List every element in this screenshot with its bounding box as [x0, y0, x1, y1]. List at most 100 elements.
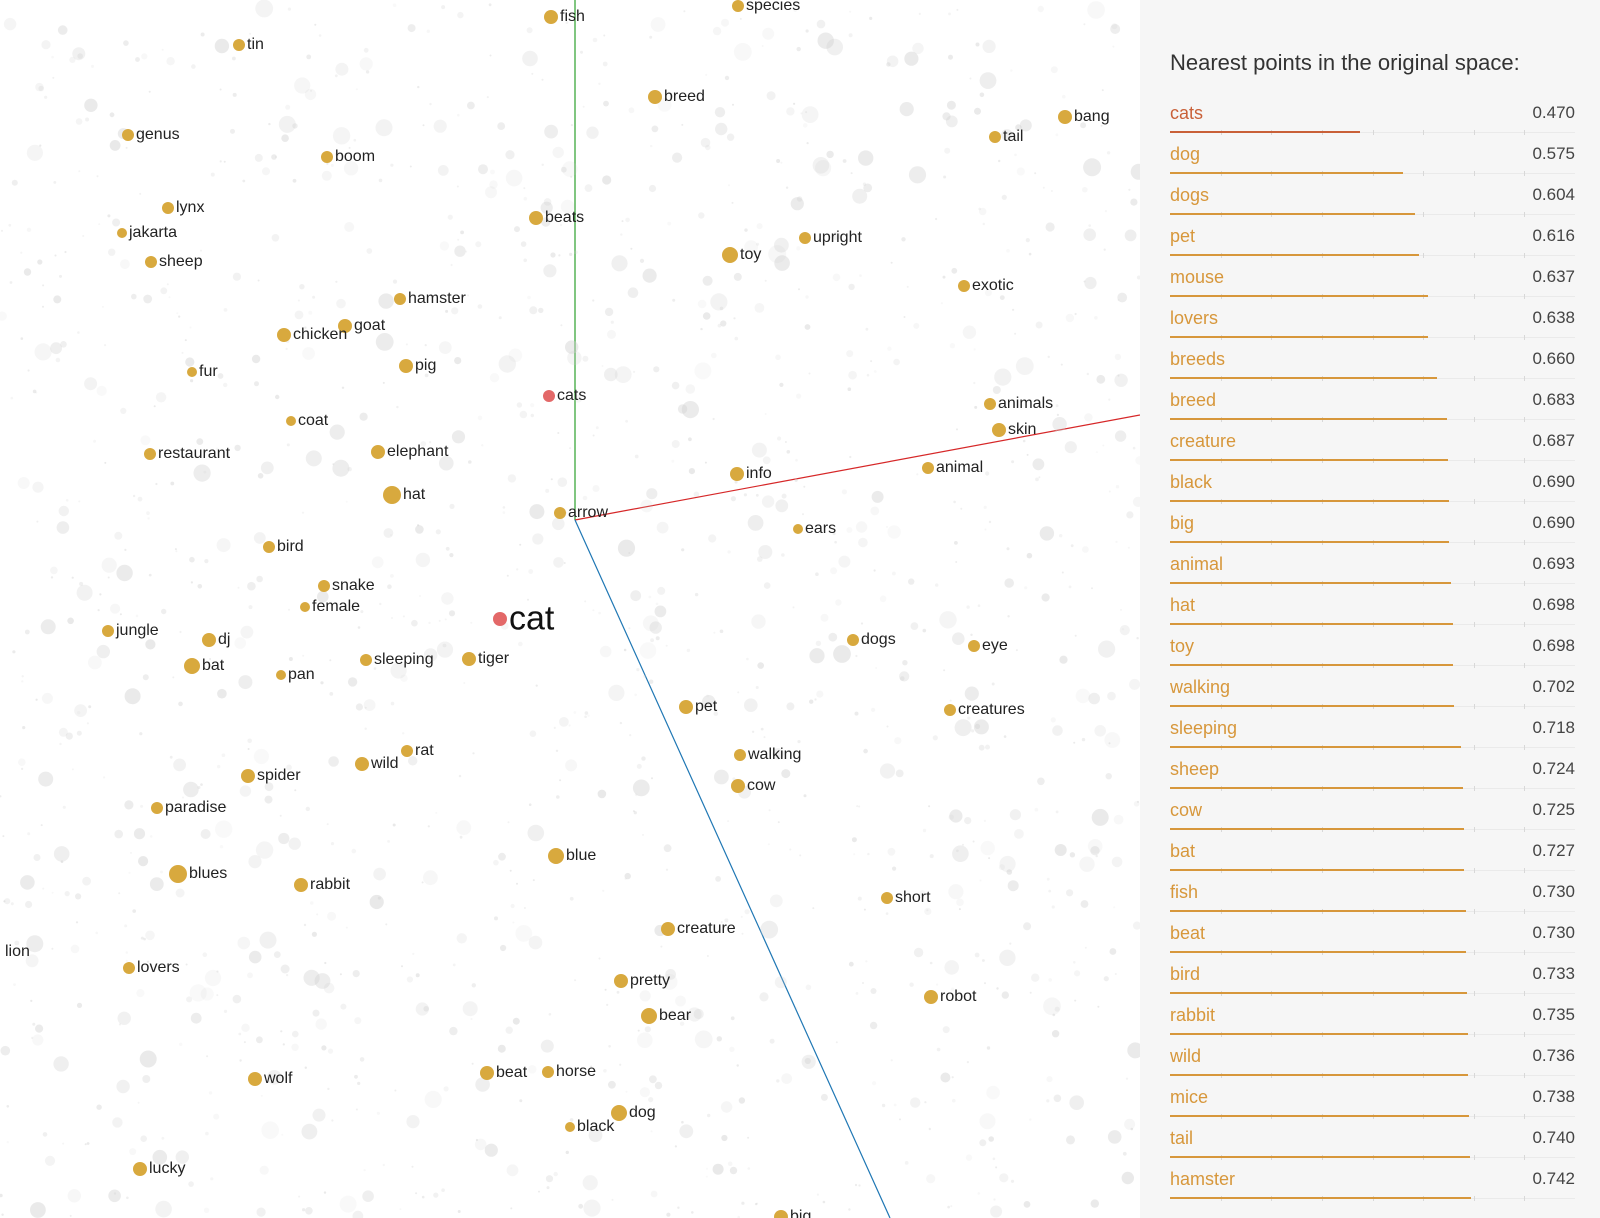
neighbor-point-wolf[interactable]	[248, 1072, 262, 1086]
neighbor-point-exotic[interactable]	[958, 280, 970, 292]
neighbor-point-lucky[interactable]	[133, 1162, 147, 1176]
nn-row[interactable]: breeds0.660	[1170, 347, 1575, 379]
neighbor-point-paradise[interactable]	[151, 802, 163, 814]
background-point	[57, 521, 70, 534]
neighbor-point-pig[interactable]	[399, 359, 413, 373]
neighbor-point-lynx[interactable]	[162, 202, 174, 214]
neighbor-point-jungle[interactable]	[102, 625, 114, 637]
neighbor-point-bat[interactable]	[184, 658, 200, 674]
nn-row[interactable]: fish0.730	[1170, 880, 1575, 912]
neighbor-point-fur[interactable]	[187, 367, 197, 377]
nn-row[interactable]: mouse0.637	[1170, 265, 1575, 297]
nn-row[interactable]: walking0.702	[1170, 675, 1575, 707]
nn-row[interactable]: bat0.727	[1170, 839, 1575, 871]
neighbor-point-dogs[interactable]	[847, 634, 859, 646]
neighbor-point-jakarta[interactable]	[117, 228, 127, 238]
neighbor-point-beat[interactable]	[480, 1066, 494, 1080]
neighbor-point-snake[interactable]	[318, 580, 330, 592]
nn-row[interactable]: wild0.736	[1170, 1044, 1575, 1076]
neighbor-point-wild[interactable]	[355, 757, 369, 771]
neighbor-point-tiger[interactable]	[462, 652, 476, 666]
nn-row[interactable]: tail0.740	[1170, 1126, 1575, 1158]
nn-row[interactable]: bird0.733	[1170, 962, 1575, 994]
nn-row[interactable]: cats0.470	[1170, 101, 1575, 133]
neighbor-point-short[interactable]	[881, 892, 893, 904]
nn-row[interactable]: animal0.693	[1170, 552, 1575, 584]
neighbor-point-bird[interactable]	[263, 541, 275, 553]
neighbor-point-breed[interactable]	[648, 90, 662, 104]
neighbor-point-female[interactable]	[300, 602, 310, 612]
background-point	[331, 1119, 333, 1121]
neighbor-point-creature[interactable]	[661, 922, 675, 936]
neighbor-point-rabbit[interactable]	[294, 878, 308, 892]
neighbor-point-hamster[interactable]	[394, 293, 406, 305]
nn-row[interactable]: beat0.730	[1170, 921, 1575, 953]
nn-row[interactable]: lovers0.638	[1170, 306, 1575, 338]
neighbor-point-robot[interactable]	[924, 990, 938, 1004]
nn-row[interactable]: dogs0.604	[1170, 183, 1575, 215]
nn-row[interactable]: toy0.698	[1170, 634, 1575, 666]
nn-row[interactable]: rabbit0.735	[1170, 1003, 1575, 1035]
neighbor-point-skin[interactable]	[992, 423, 1006, 437]
nn-row[interactable]: hamster0.742	[1170, 1167, 1575, 1199]
background-point	[583, 106, 585, 108]
nn-row[interactable]: sleeping0.718	[1170, 716, 1575, 748]
neighbor-point-goat[interactable]	[338, 319, 352, 333]
neighbor-point-coat[interactable]	[286, 416, 296, 426]
background-point	[402, 732, 404, 734]
neighbor-point-elephant[interactable]	[371, 445, 385, 459]
neighbor-point-rat[interactable]	[401, 745, 413, 757]
nn-row[interactable]: black0.690	[1170, 470, 1575, 502]
nn-row[interactable]: pet0.616	[1170, 224, 1575, 256]
neighbor-point-species[interactable]	[732, 0, 744, 12]
neighbor-point-cow[interactable]	[731, 779, 745, 793]
nn-row[interactable]: hat0.698	[1170, 593, 1575, 625]
neighbor-point-bear[interactable]	[641, 1008, 657, 1024]
neighbor-point-blues[interactable]	[169, 865, 187, 883]
nn-row[interactable]: breed0.683	[1170, 388, 1575, 420]
neighbor-point-dj[interactable]	[202, 633, 216, 647]
nn-row[interactable]: sheep0.724	[1170, 757, 1575, 789]
neighbor-point-animals[interactable]	[984, 398, 996, 410]
selected-point[interactable]	[493, 612, 507, 626]
neighbor-point-pan[interactable]	[276, 670, 286, 680]
neighbor-point-lovers[interactable]	[123, 962, 135, 974]
neighbor-point-pet[interactable]	[679, 700, 693, 714]
neighbor-point-restaurant[interactable]	[144, 448, 156, 460]
embedding-scatter-plot[interactable]: fishspeciestinbangbreedgenustailboomlynx…	[0, 0, 1140, 1218]
neighbor-point-sheep[interactable]	[145, 256, 157, 268]
neighbor-point-tail[interactable]	[989, 131, 1001, 143]
background-point	[530, 403, 534, 407]
neighbor-point-info[interactable]	[730, 467, 744, 481]
neighbor-point-bang[interactable]	[1058, 110, 1072, 124]
neighbor-point-chicken[interactable]	[277, 328, 291, 342]
neighbor-point-arrow[interactable]	[554, 507, 566, 519]
neighbor-point-tin[interactable]	[233, 39, 245, 51]
nn-row[interactable]: cow0.725	[1170, 798, 1575, 830]
neighbor-point-dog[interactable]	[611, 1105, 627, 1121]
neighbor-point-upright[interactable]	[799, 232, 811, 244]
neighbor-point-pretty[interactable]	[614, 974, 628, 988]
neighbor-point-boom[interactable]	[321, 151, 333, 163]
neighbor-point-sleeping[interactable]	[360, 654, 372, 666]
neighbor-point-horse[interactable]	[542, 1066, 554, 1078]
neighbor-point-big[interactable]	[774, 1210, 788, 1218]
nn-row[interactable]: big0.690	[1170, 511, 1575, 543]
neighbor-point-cats[interactable]	[543, 390, 555, 402]
nn-row[interactable]: mice0.738	[1170, 1085, 1575, 1117]
neighbor-point-walking[interactable]	[734, 749, 746, 761]
neighbor-point-blue[interactable]	[548, 848, 564, 864]
neighbor-point-spider[interactable]	[241, 769, 255, 783]
neighbor-point-animal[interactable]	[922, 462, 934, 474]
neighbor-point-creatures[interactable]	[944, 704, 956, 716]
neighbor-point-genus[interactable]	[122, 129, 134, 141]
neighbor-point-black[interactable]	[565, 1122, 575, 1132]
neighbor-point-toy[interactable]	[722, 247, 738, 263]
nn-row[interactable]: creature0.687	[1170, 429, 1575, 461]
neighbor-point-beats[interactable]	[529, 211, 543, 225]
neighbor-point-hat[interactable]	[383, 486, 401, 504]
neighbor-point-ears[interactable]	[793, 524, 803, 534]
nn-row[interactable]: dog0.575	[1170, 142, 1575, 174]
neighbor-point-fish[interactable]	[544, 10, 558, 24]
neighbor-point-eye[interactable]	[968, 640, 980, 652]
